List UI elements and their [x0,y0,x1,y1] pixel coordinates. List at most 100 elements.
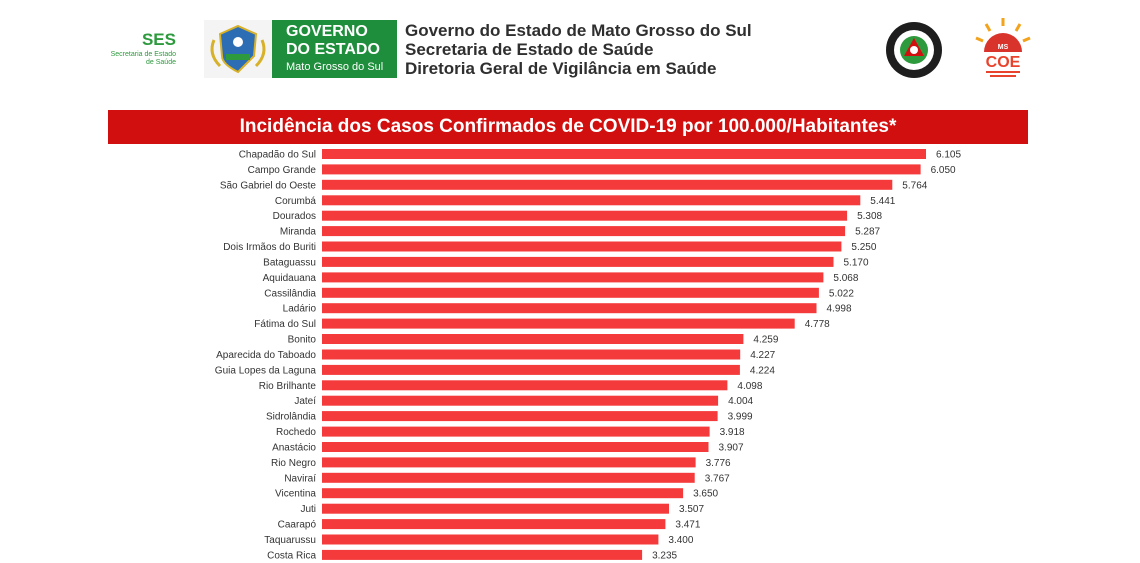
bar-11 [322,318,795,329]
bar-15 [322,380,728,391]
coe-logo: MS COE [972,16,1034,80]
category-label-22: Vicentina [275,489,316,500]
value-label-7: 5.170 [844,257,869,268]
value-label-16: 4.004 [728,396,753,407]
chart-title: Incidência dos Casos Confirmados de COVI… [239,116,897,137]
value-label-12: 4.259 [753,335,778,346]
category-label-12: Bonito [288,335,317,346]
category-label-1: Campo Grande [248,165,317,176]
ses-subtitle-line2: de Saúde [146,59,176,66]
category-label-18: Rochedo [276,427,316,438]
chart-title-bar: Incidência dos Casos Confirmados de COVI… [108,110,1028,144]
bar-13 [322,349,741,360]
value-label-11: 4.778 [805,319,830,330]
value-label-23: 3.507 [679,504,704,515]
bar-19 [322,442,709,452]
value-label-18: 3.918 [720,427,745,438]
value-label-24: 3.471 [675,520,700,531]
value-label-10: 4.998 [827,304,852,315]
bar-2 [322,179,893,190]
category-label-11: Fátima do Sul [254,319,316,330]
value-label-2: 5.764 [902,180,927,191]
governo-line3: Mato Grosso do Sul [286,61,384,73]
category-label-8: Aquidauana [263,273,317,284]
category-label-21: Naviraí [284,473,316,484]
category-label-24: Caarapó [278,520,317,531]
cievs-emblem-icon [884,20,944,80]
value-label-22: 3.650 [693,489,718,500]
coe-ms-label: MS [998,44,1009,51]
governo-logo: GOVERNO DO ESTADO Mato Grosso do Sul [204,20,397,78]
bar-1 [322,164,921,175]
bar-25 [322,534,659,545]
bar-24 [322,519,666,530]
ses-subtitle: Secretaria de Estado de Saúde [104,51,176,67]
value-label-3: 5.441 [870,196,895,207]
bar-5 [322,226,846,237]
value-label-21: 3.767 [705,473,730,484]
value-label-14: 4.224 [750,365,775,376]
bar-12 [322,334,744,344]
bar-6 [322,241,842,252]
bar-14 [322,364,740,375]
bar-4 [322,210,848,221]
category-label-7: Bataguassu [263,257,316,268]
ses-logo: SES Secretaria de Estado de Saúde [108,26,180,70]
bar-10 [322,303,817,314]
category-label-0: Chapadão do Sul [239,150,316,161]
value-label-0: 6.105 [936,150,961,161]
value-label-15: 4.098 [737,381,762,392]
state-crest-icon [204,20,272,78]
value-label-6: 5.250 [851,242,876,253]
governo-line1: GOVERNO [286,23,368,40]
category-label-2: São Gabriel do Oeste [220,180,317,191]
ses-subtitle-line1: Secretaria de Estado [110,51,176,58]
value-label-26: 3.235 [652,550,677,561]
bar-21 [322,472,695,483]
bar-16 [322,395,719,406]
bar-8 [322,272,824,283]
value-label-19: 3.907 [719,443,744,454]
category-label-16: Jateí [294,396,316,407]
value-label-9: 5.022 [829,288,854,299]
bar-9 [322,287,819,298]
value-label-17: 3.999 [728,412,753,423]
bar-23 [322,503,669,514]
category-label-9: Cassilândia [264,288,316,299]
category-label-19: Anastácio [272,443,316,454]
value-label-1: 6.050 [931,165,956,176]
coe-label: COE [986,54,1021,71]
value-label-13: 4.227 [750,350,775,361]
category-label-3: Corumbá [275,196,317,207]
category-label-26: Costa Rica [267,550,316,561]
header-line-secretaria: Secretaria de Estado de Saúde [405,40,654,59]
value-label-20: 3.776 [706,458,731,469]
header-line-diretoria: Diretoria Geral de Vigilância em Saúde [405,59,717,78]
category-label-10: Ladário [283,304,317,315]
category-label-6: Dois Irmãos do Buriti [223,242,316,253]
category-label-23: Juti [300,504,316,515]
value-label-25: 3.400 [668,535,693,546]
value-label-5: 5.287 [855,227,880,238]
bar-26 [322,549,643,560]
category-label-13: Aparecida do Taboado [216,350,316,361]
governo-line2: DO ESTADO [286,41,380,58]
category-label-25: Taquarussu [264,535,316,546]
bar-0 [322,149,926,159]
value-label-4: 5.308 [857,211,882,222]
category-label-4: Dourados [273,211,316,222]
category-label-20: Rio Negro [271,458,316,469]
ses-abbr: SES [141,30,176,49]
category-label-5: Miranda [280,227,317,238]
bar-20 [322,457,696,468]
bar-7 [322,256,834,267]
bar-3 [322,195,861,206]
category-label-17: Sidrolândia [266,412,316,423]
category-label-15: Rio Brilhante [259,381,317,392]
bar-18 [322,426,710,437]
bar-17 [322,411,718,422]
header-line-governo: Governo do Estado de Mato Grosso do Sul [405,21,752,40]
bar-22 [322,488,684,499]
category-label-14: Guia Lopes da Laguna [215,365,317,376]
